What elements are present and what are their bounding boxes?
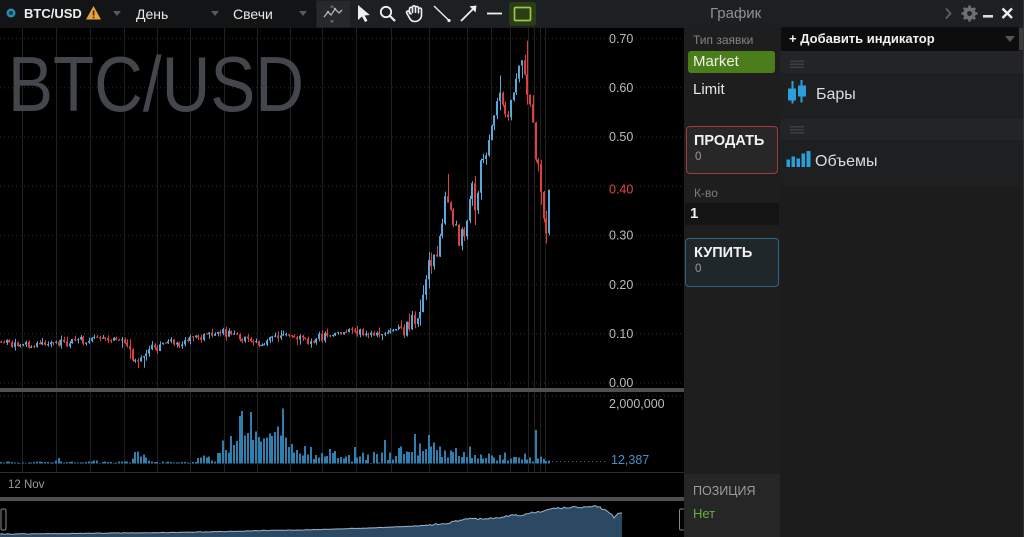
svg-text:12 Nov: 12 Nov (8, 479, 45, 491)
svg-text:0.30: 0.30 (609, 229, 633, 243)
svg-text:0.50: 0.50 (609, 130, 633, 144)
svg-text:0.60: 0.60 (609, 81, 633, 95)
svg-text:0.40: 0.40 (609, 182, 633, 196)
svg-text:BTC/USD: BTC/USD (8, 40, 304, 128)
svg-text:0.10: 0.10 (609, 327, 633, 341)
svg-text:2,000,000: 2,000,000 (609, 397, 665, 411)
svg-text:12,387: 12,387 (611, 453, 649, 467)
svg-text:0.20: 0.20 (609, 278, 633, 292)
svg-text:0.00: 0.00 (609, 376, 633, 390)
svg-text:0.70: 0.70 (609, 32, 633, 46)
